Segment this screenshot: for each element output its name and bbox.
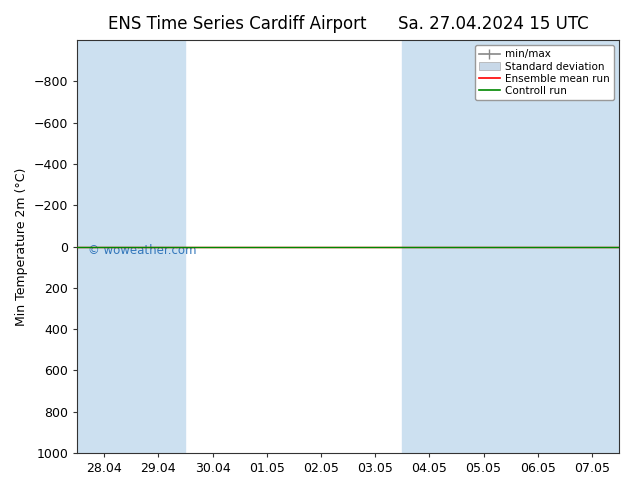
Bar	[510, 40, 619, 453]
Bar	[402, 40, 510, 453]
Y-axis label: Min Temperature 2m (°C): Min Temperature 2m (°C)	[15, 168, 28, 326]
Title: ENS Time Series Cardiff Airport      Sa. 27.04.2024 15 UTC: ENS Time Series Cardiff Airport Sa. 27.0…	[108, 15, 588, 33]
Bar	[77, 40, 186, 453]
Text: © woweather.com: © woweather.com	[88, 245, 197, 257]
Legend: min/max, Standard deviation, Ensemble mean run, Controll run: min/max, Standard deviation, Ensemble me…	[475, 45, 614, 100]
